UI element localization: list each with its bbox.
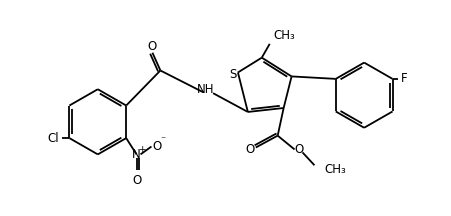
Text: O: O bbox=[132, 174, 141, 187]
Text: +: + bbox=[138, 145, 145, 154]
Text: O: O bbox=[147, 40, 157, 53]
Text: Cl: Cl bbox=[47, 132, 59, 145]
Text: S: S bbox=[229, 68, 236, 81]
Text: O: O bbox=[293, 143, 303, 156]
Text: ⁻: ⁻ bbox=[161, 136, 166, 146]
Text: CH₃: CH₃ bbox=[273, 29, 295, 42]
Text: F: F bbox=[400, 72, 407, 85]
Text: N: N bbox=[132, 148, 141, 161]
Text: O: O bbox=[152, 140, 162, 153]
Text: NH: NH bbox=[197, 83, 214, 96]
Text: O: O bbox=[245, 143, 254, 156]
Text: CH₃: CH₃ bbox=[324, 163, 345, 176]
